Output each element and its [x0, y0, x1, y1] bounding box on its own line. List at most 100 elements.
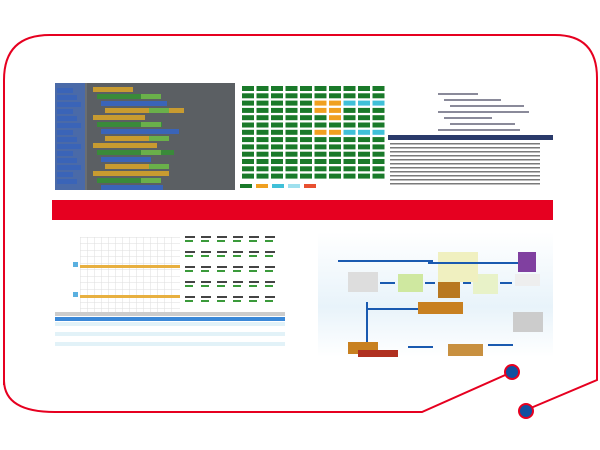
- field-value: [217, 255, 225, 257]
- flow-node: [358, 350, 398, 357]
- status-cell: [343, 166, 356, 172]
- field-value: [249, 270, 257, 272]
- palette-block: [57, 116, 77, 121]
- field-value: [265, 240, 273, 242]
- timeline-bar: [80, 295, 180, 298]
- status-cell: [285, 93, 298, 99]
- visual-programming-panel: [55, 83, 235, 190]
- status-cell: [372, 159, 385, 164]
- code-block: [149, 108, 169, 113]
- flow-node: [418, 302, 463, 314]
- field-label: [265, 281, 275, 283]
- field-value: [233, 240, 241, 242]
- status-cell: [358, 166, 370, 172]
- status-cell: [314, 166, 327, 172]
- grid-line: [80, 282, 180, 283]
- field-label: [217, 236, 227, 238]
- flow-arrow: [380, 282, 395, 284]
- grid-line: [80, 243, 180, 244]
- field-value: [201, 285, 209, 287]
- status-cell: [271, 107, 283, 113]
- code-block: [93, 115, 145, 120]
- status-cell: [256, 137, 269, 143]
- field-value: [249, 240, 257, 242]
- status-cell: [358, 159, 370, 164]
- table-row: [55, 332, 285, 336]
- status-cell: [329, 144, 341, 150]
- status-cell: [372, 137, 385, 143]
- status-cell: [329, 100, 341, 106]
- field-label: [233, 296, 243, 298]
- code-line: [444, 117, 492, 119]
- status-cell: [314, 93, 327, 99]
- field-label: [201, 266, 211, 268]
- status-cell: [358, 115, 370, 121]
- status-cell: [329, 137, 341, 143]
- field-value: [217, 270, 225, 272]
- code-block: [141, 150, 161, 155]
- status-cell: [242, 100, 254, 106]
- status-cell: [314, 86, 327, 91]
- status-cell: [256, 93, 269, 99]
- status-cell: [256, 86, 269, 91]
- status-cell: [271, 159, 283, 164]
- grid-line: [143, 237, 144, 312]
- code-line: [438, 93, 478, 95]
- status-cell: [372, 166, 385, 172]
- status-cell: [285, 129, 298, 135]
- flow-arrow: [463, 282, 471, 284]
- code-block: [101, 157, 151, 162]
- status-cell: [372, 93, 385, 99]
- status-cell: [314, 173, 327, 179]
- field-value: [233, 270, 241, 272]
- field-value: [233, 255, 241, 257]
- palette-block: [57, 179, 77, 184]
- field-label: [265, 266, 275, 268]
- field-label: [201, 281, 211, 283]
- status-cell: [285, 137, 298, 143]
- frame-outline-top: [3, 34, 598, 411]
- code-line: [450, 123, 515, 125]
- table-row: [55, 342, 285, 346]
- field-value: [249, 300, 257, 302]
- code-block: [97, 94, 150, 99]
- palette-block: [57, 144, 81, 149]
- log-line: [390, 179, 540, 181]
- status-cell: [343, 86, 356, 91]
- status-cell: [372, 115, 385, 121]
- status-cell: [358, 151, 370, 157]
- status-cell: [242, 86, 254, 91]
- legend-swatch: [288, 184, 300, 188]
- status-cell: [285, 166, 298, 172]
- field-label: [185, 296, 195, 298]
- output-titlebar: [388, 135, 553, 140]
- field-value: [233, 285, 241, 287]
- code-block: [149, 136, 169, 141]
- status-cell: [314, 107, 327, 113]
- status-cell: [285, 86, 298, 91]
- table-row: [55, 322, 285, 326]
- code-block: [101, 185, 163, 190]
- field-value: [265, 285, 273, 287]
- status-cell: [372, 107, 385, 113]
- field-label: [185, 251, 195, 253]
- status-cell: [271, 137, 283, 143]
- code-line: [438, 111, 529, 113]
- grid-line: [94, 237, 95, 312]
- field-value: [185, 255, 193, 257]
- status-cell: [372, 151, 385, 157]
- code-block: [141, 94, 161, 99]
- grid-line: [122, 237, 123, 312]
- flow-node: [513, 312, 543, 332]
- status-cell: [343, 129, 356, 135]
- code-block: [105, 108, 184, 113]
- status-cell: [329, 129, 341, 135]
- frame-outline-bottom: [3, 371, 513, 413]
- status-cell: [256, 151, 269, 157]
- status-cell: [285, 159, 298, 164]
- status-cell: [358, 93, 370, 99]
- field-label: [217, 296, 227, 298]
- grid-line: [80, 289, 180, 290]
- status-cell: [329, 86, 341, 91]
- status-cell: [271, 173, 283, 179]
